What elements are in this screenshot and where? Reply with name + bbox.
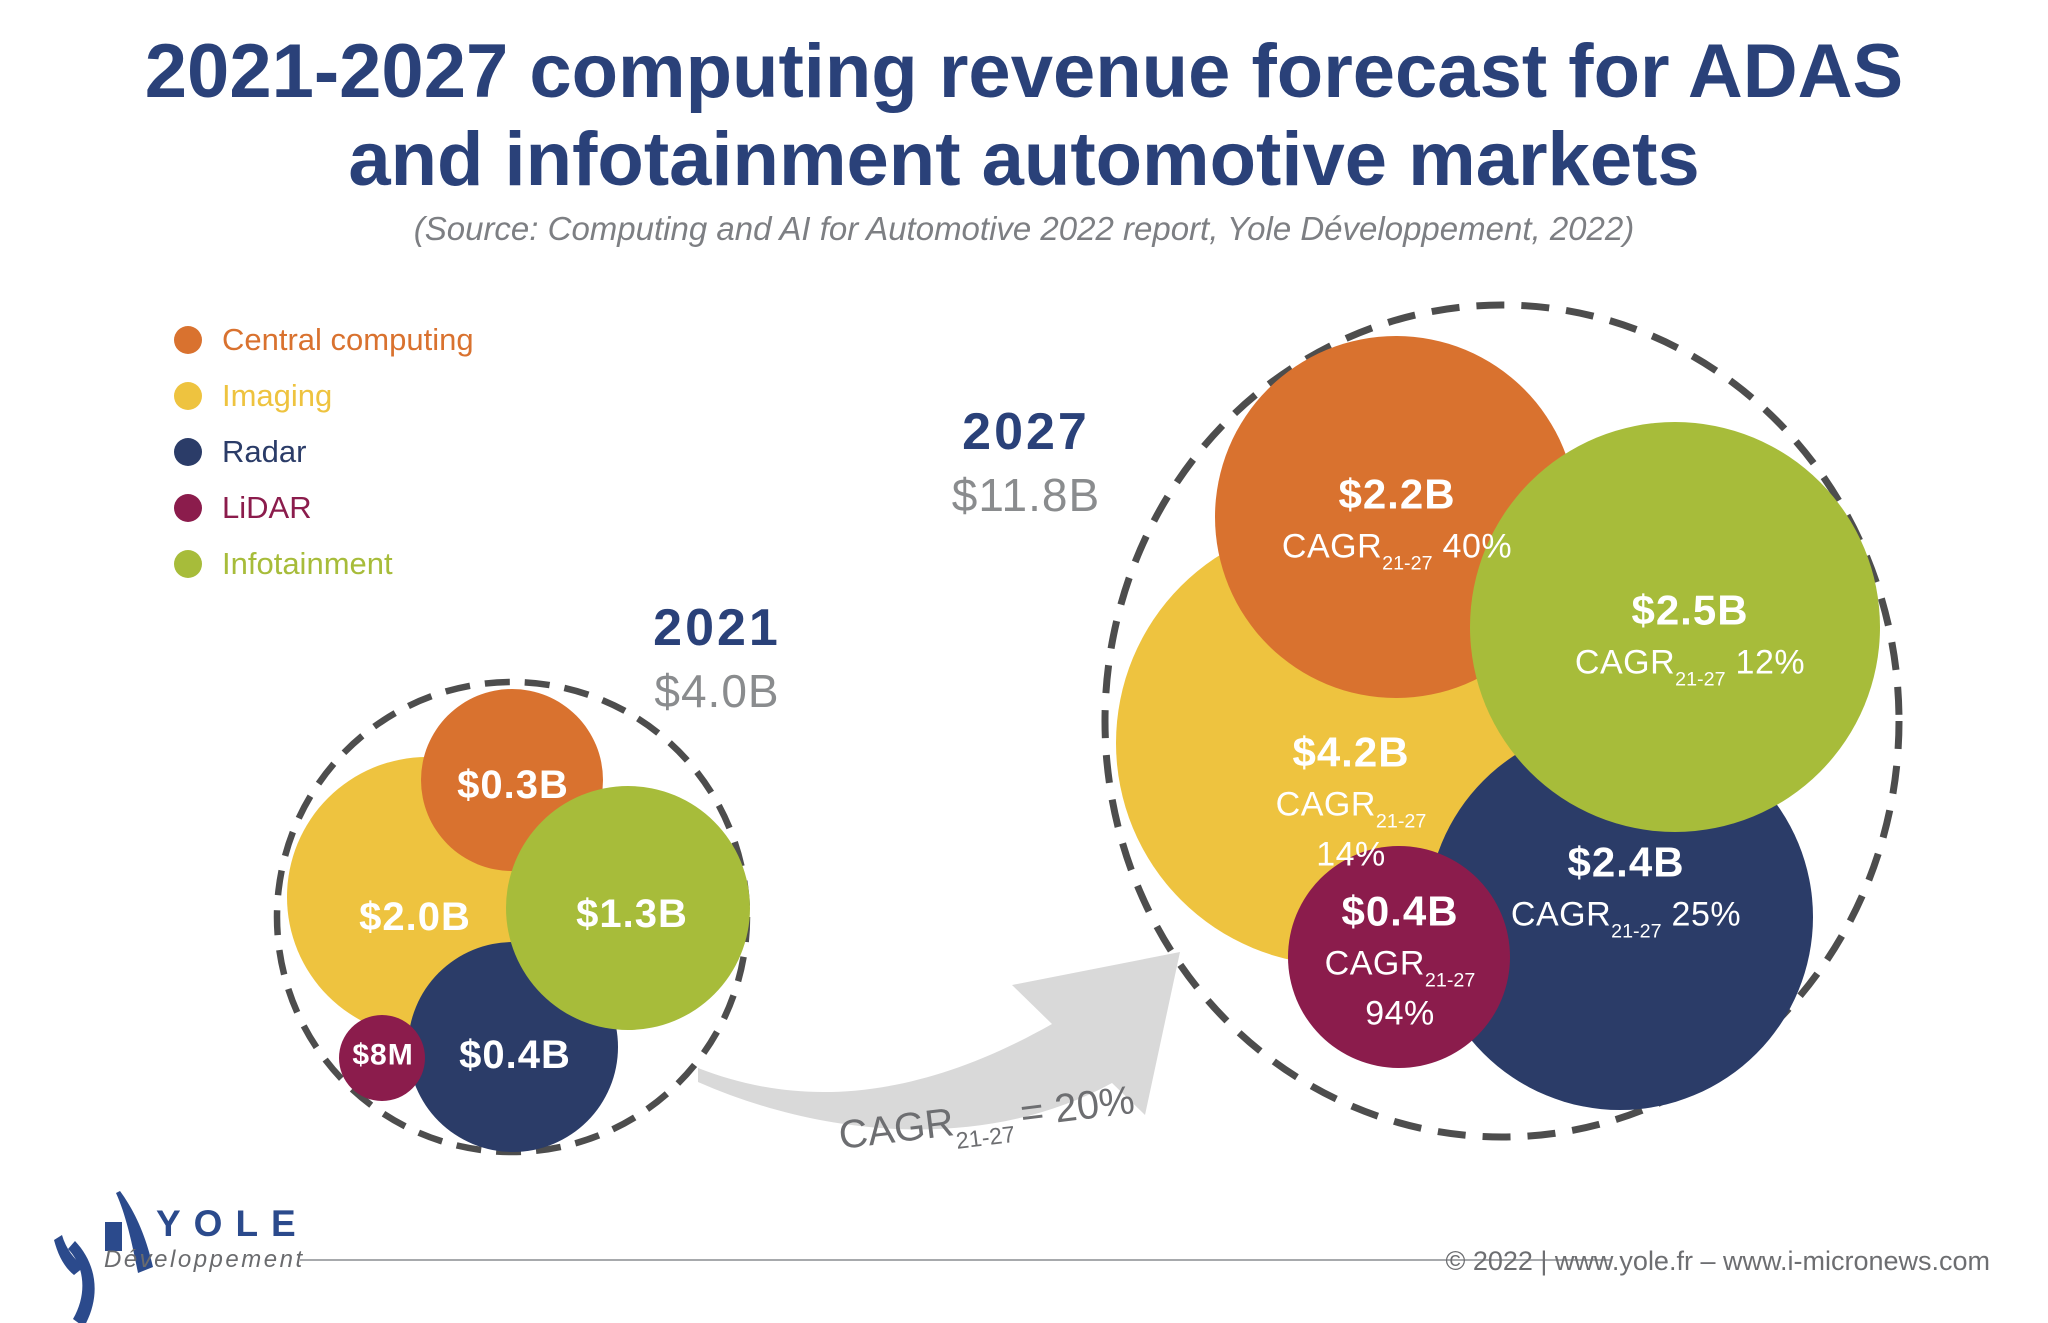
yole-logo-icon [54, 1191, 153, 1323]
label-2027-imaging: $4.2B CAGR21-27 14% [1275, 728, 1427, 874]
label-2027-infotainment: $2.5B CAGR21-27 12% [1574, 586, 1806, 691]
legend-label-imaging: Imaging [222, 378, 333, 413]
legend-dot-radar [174, 438, 202, 466]
label-2021-imaging: $2.0B [359, 895, 471, 939]
label-2021-lidar: $8M [352, 1038, 414, 1072]
year-2021: 2021 [653, 599, 781, 657]
legend-label-infotainment: Infotainment [222, 546, 393, 581]
cluster-2021-heading: 2021 $4.0B [653, 598, 781, 718]
legend-label-radar: Radar [222, 434, 307, 469]
page-title-line1: 2021-2027 computing revenue forecast for… [144, 29, 1904, 114]
footer-divider [300, 1259, 1610, 1261]
legend-item-imaging: Imaging [174, 368, 474, 424]
cluster-2027-heading: 2027 $11.8B [952, 402, 1100, 522]
legend-dot-imaging [174, 382, 202, 410]
total-2027: $11.8B [951, 469, 1101, 521]
legend-label-lidar: LiDAR [222, 490, 312, 525]
source-note: (Source: Computing and AI for Automotive… [413, 210, 1635, 247]
label-2027-radar: $2.4B CAGR21-27 25% [1510, 838, 1742, 943]
legend: Central computing Imaging Radar LiDAR In… [174, 312, 474, 592]
legend-item-lidar: LiDAR [174, 480, 474, 536]
page-title-line2: and infotainment automotive markets [348, 117, 1700, 203]
legend-item-central-computing: Central computing [174, 312, 474, 368]
legend-item-infotainment: Infotainment [174, 536, 474, 592]
total-2021: $4.0B [654, 665, 780, 717]
bubble-2027-lidar [1288, 846, 1510, 1068]
legend-label-central-computing: Central computing [222, 322, 474, 357]
legend-item-radar: Radar [174, 424, 474, 480]
bubble-2027-infotainment [1470, 422, 1880, 832]
label-2021-infotainment: $1.3B [576, 892, 688, 936]
growth-arrow [698, 952, 1180, 1130]
label-2027-central-computing: $2.2B CAGR21-27 40% [1281, 470, 1513, 575]
bubble-2021-lidar [339, 1015, 425, 1101]
label-2021-central-computing: $0.3B [457, 763, 569, 807]
page-title: 2021-2027 computing revenue forecast for… [0, 28, 2048, 204]
bubble-2021-infotainment [506, 786, 750, 1030]
year-2027: 2027 [962, 403, 1090, 461]
legend-dot-lidar [174, 494, 202, 522]
copyright-text: © 2022 | www.yole.fr – www.i-micronews.c… [1445, 1246, 1990, 1276]
label-2027-lidar: $0.4B CAGR21-27 94% [1324, 887, 1476, 1033]
dashed-ring-2027 [1101, 301, 1903, 1141]
legend-dot-infotainment [174, 550, 202, 578]
legend-dot-central-computing [174, 326, 202, 354]
label-2021-radar: $0.4B [459, 1033, 571, 1077]
yole-logo-subtitle: Développement [104, 1246, 305, 1273]
yole-logo-wordmark: YOLE [156, 1203, 309, 1244]
